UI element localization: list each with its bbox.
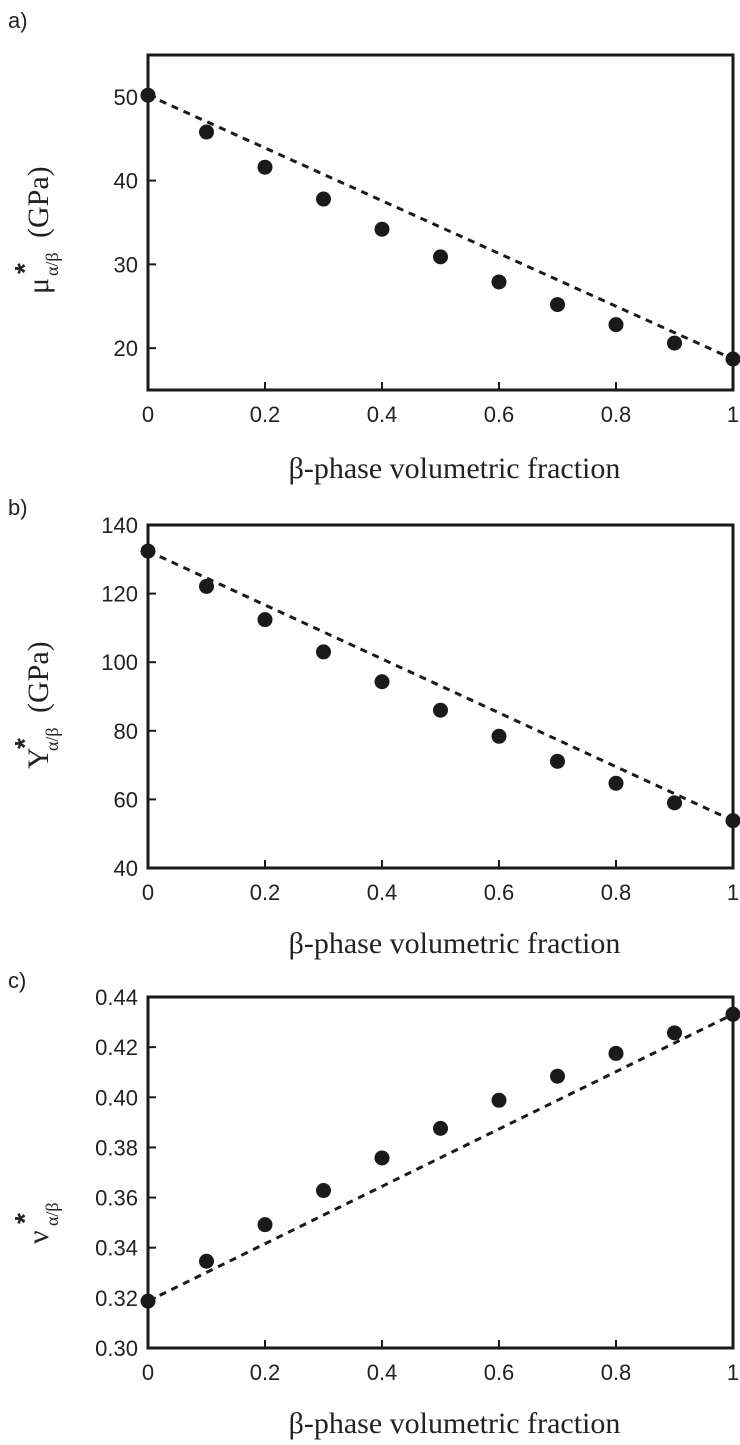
y-tick-label: 40 — [114, 856, 138, 881]
chart-panel-a: a) 0 0.2 0.4 0.6 0.8 1 20 30 40 50 β-phase volumetr… — [8, 8, 740, 485]
y-tick-label: 0.42 — [95, 1035, 138, 1060]
y-tick-label: 0.36 — [95, 1186, 138, 1211]
x-tick-label: 0.8 — [601, 880, 632, 905]
data-point — [199, 578, 214, 594]
y-axis-label: ν * α/β — [9, 1202, 62, 1244]
y-tick-label: 0.38 — [95, 1135, 138, 1160]
y-tick-label: 100 — [101, 650, 138, 675]
x-tick-label: 0.6 — [484, 402, 515, 427]
y-tick-label: 40 — [114, 169, 138, 194]
data-point — [140, 87, 156, 103]
data-point — [199, 1253, 214, 1269]
data-point — [374, 1150, 390, 1166]
data-point — [667, 335, 682, 351]
x-tick-label: 0.4 — [367, 1360, 398, 1385]
data-point — [725, 813, 740, 829]
plot-frame — [146, 53, 735, 392]
x-tick-label: 0.2 — [250, 880, 281, 905]
data-point — [140, 1293, 156, 1309]
y-axis-label-subscript: α/β — [42, 727, 62, 751]
dashed-trend-line — [147, 93, 734, 361]
y-tick-label: 80 — [114, 719, 138, 744]
data-point — [140, 543, 156, 559]
data-point — [550, 753, 565, 769]
chart-panel-c: c) 0 0.2 0.4 0.6 0.8 1 0.30 0.32 0.34 0.36 0.38 0.40… — [8, 968, 740, 1440]
y-axis-label-subscript: α/β — [42, 252, 62, 276]
data-point — [374, 221, 390, 237]
x-tick-label: 0.8 — [601, 402, 632, 427]
y-tick-label: 20 — [114, 336, 138, 361]
data-point — [491, 274, 507, 290]
data-point — [257, 612, 273, 628]
panel-label: c) — [8, 968, 26, 993]
y-axis-label-unit: (GPa) — [22, 641, 55, 713]
data-point — [667, 795, 682, 811]
data-point — [257, 159, 273, 175]
x-tick-label: 0 — [142, 1360, 154, 1385]
y-tick-label: 60 — [114, 787, 138, 812]
data-point — [725, 351, 740, 367]
y-axis-label: Y* α/β (GPa) — [9, 641, 62, 769]
x-axis-label: β-phase volumetric fraction — [289, 1407, 621, 1440]
data-point — [667, 1025, 682, 1041]
data-point — [257, 1217, 273, 1233]
y-tick-label: 0.30 — [95, 1336, 138, 1361]
data-point — [608, 1045, 624, 1061]
x-tick-label: 0.2 — [250, 1360, 281, 1385]
dashed-trend-line — [147, 1012, 734, 1303]
y-tick-label: 50 — [114, 85, 138, 110]
x-tick-label: 1 — [727, 880, 739, 905]
x-tick-label: 1 — [727, 402, 739, 427]
y-tick-label: 30 — [114, 252, 138, 277]
y-tick-label: 0.32 — [95, 1286, 138, 1311]
x-tick-label: 0.8 — [601, 1360, 632, 1385]
y-axis-label-unit: (GPa) — [22, 166, 55, 238]
x-tick-label: 0 — [142, 402, 154, 427]
y-axis-label-symbol: μ — [22, 278, 55, 294]
x-tick-label: 0.6 — [484, 880, 515, 905]
data-point — [316, 1183, 331, 1199]
dashed-trend-line — [147, 549, 734, 823]
panel-label: a) — [8, 8, 28, 33]
y-tick-label: 0.44 — [95, 985, 138, 1010]
y-axis-label-star: * — [9, 738, 40, 749]
data-point — [491, 728, 507, 744]
y-tick-label: 140 — [101, 513, 138, 538]
y-axis-label-symbol: ν — [22, 1230, 55, 1244]
data-point — [199, 124, 214, 140]
x-axis-label: β-phase volumetric fraction — [289, 452, 621, 485]
data-point — [491, 1092, 507, 1108]
x-axis-label: β-phase volumetric fraction — [289, 927, 621, 960]
panel-label: b) — [8, 495, 28, 520]
data-point — [316, 191, 331, 207]
y-axis-label-symbol: Y — [22, 747, 55, 769]
data-point — [374, 674, 390, 690]
y-axis-label-star: * — [9, 1213, 40, 1224]
data-point — [550, 1068, 565, 1084]
data-point — [433, 702, 448, 718]
y-tick-label: 0.40 — [95, 1085, 138, 1110]
data-point — [316, 644, 331, 660]
x-tick-label: 0.2 — [250, 402, 281, 427]
data-point — [550, 297, 565, 313]
y-tick-label: 120 — [101, 582, 138, 607]
x-tick-label: 0.4 — [367, 880, 398, 905]
data-point — [725, 1006, 740, 1022]
y-axis-label-star: * — [9, 263, 40, 274]
x-tick-label: 0.4 — [367, 402, 398, 427]
plot-frame — [146, 523, 735, 870]
data-point — [608, 775, 624, 791]
x-tick-label: 0.6 — [484, 1360, 515, 1385]
y-tick-label: 0.34 — [95, 1236, 138, 1261]
data-point — [608, 317, 624, 333]
data-point — [433, 1120, 448, 1136]
x-tick-label: 0 — [142, 880, 154, 905]
y-axis-label-subscript: α/β — [42, 1202, 62, 1226]
data-point — [433, 249, 448, 265]
x-tick-label: 1 — [727, 1360, 739, 1385]
y-axis-label: μ * α/β (GPa) — [9, 166, 62, 294]
plot-frame — [146, 995, 735, 1350]
